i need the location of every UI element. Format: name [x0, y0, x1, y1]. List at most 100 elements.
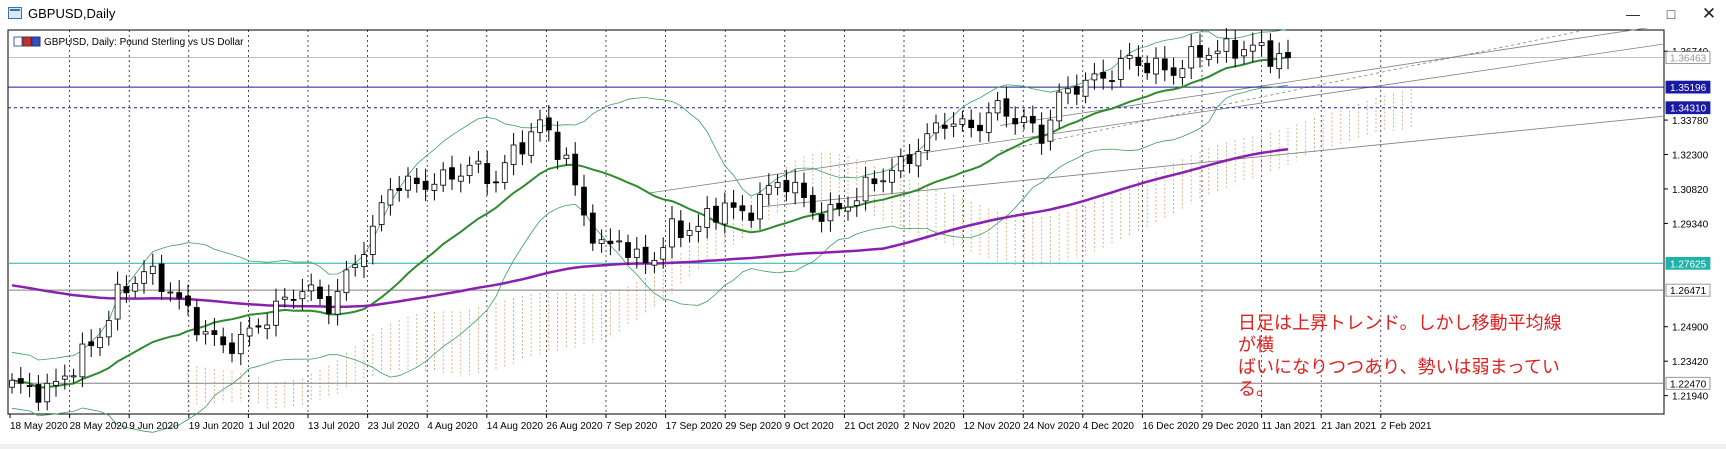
candle[interactable] — [1223, 38, 1230, 52]
price-axis[interactable]: 1.367401.337801.323001.308201.293401.249… — [1664, 47, 1711, 403]
plot-area[interactable] — [7, 29, 1665, 415]
candle[interactable] — [149, 265, 156, 274]
candle[interactable] — [537, 119, 543, 133]
candle[interactable] — [563, 154, 570, 160]
candle[interactable] — [1161, 58, 1168, 71]
candle[interactable] — [1029, 115, 1036, 124]
candle[interactable] — [1065, 88, 1071, 94]
candle[interactable] — [730, 202, 737, 208]
candle[interactable] — [1241, 49, 1247, 57]
restore-icon[interactable]: □ — [1666, 6, 1676, 22]
close-icon[interactable]: ✕ — [1701, 4, 1717, 23]
candle[interactable] — [1047, 119, 1054, 142]
candle[interactable] — [457, 175, 464, 182]
candle[interactable] — [1276, 53, 1283, 70]
candle[interactable] — [484, 163, 491, 184]
candle[interactable] — [264, 324, 271, 330]
channel-mid-line[interactable] — [999, 30, 1581, 152]
candle[interactable] — [114, 283, 121, 320]
candle[interactable] — [1249, 44, 1256, 52]
candle[interactable] — [369, 225, 376, 255]
candle[interactable] — [625, 242, 631, 258]
candle[interactable] — [1126, 54, 1133, 59]
candle[interactable] — [598, 239, 605, 244]
candle[interactable] — [229, 342, 235, 354]
price-chart[interactable]: 1.367401.337801.323001.308201.293401.249… — [0, 24, 1726, 444]
candle[interactable] — [1144, 62, 1151, 74]
candle[interactable] — [475, 160, 482, 165]
candle[interactable] — [589, 212, 596, 244]
candle[interactable] — [308, 284, 315, 292]
candle[interactable] — [765, 185, 772, 195]
candle[interactable] — [862, 176, 869, 202]
candle[interactable] — [88, 341, 95, 347]
candle[interactable] — [774, 182, 781, 188]
candle[interactable] — [396, 187, 403, 191]
candle[interactable] — [281, 296, 288, 300]
candle[interactable] — [501, 162, 508, 183]
candle[interactable] — [1038, 124, 1045, 144]
candle[interactable] — [26, 385, 33, 387]
candle[interactable] — [818, 213, 825, 222]
candle[interactable] — [739, 205, 746, 212]
candle[interactable] — [176, 292, 183, 299]
candle[interactable] — [185, 295, 191, 306]
candle[interactable] — [53, 381, 59, 386]
candle[interactable] — [642, 246, 649, 264]
candle[interactable] — [633, 248, 640, 259]
candle[interactable] — [924, 133, 931, 152]
candle[interactable] — [352, 264, 359, 269]
candle[interactable] — [994, 100, 1001, 114]
candle[interactable] — [968, 119, 975, 129]
candle[interactable] — [1100, 71, 1107, 79]
candle[interactable] — [1012, 118, 1019, 125]
candle[interactable] — [466, 164, 473, 177]
candle[interactable] — [933, 122, 939, 134]
candle[interactable] — [783, 179, 790, 193]
candle[interactable] — [757, 194, 763, 220]
candle[interactable] — [449, 167, 455, 180]
candle[interactable] — [325, 296, 332, 314]
candle[interactable] — [255, 325, 262, 328]
candle[interactable] — [572, 153, 579, 186]
candle[interactable] — [273, 300, 279, 326]
candle[interactable] — [493, 181, 499, 184]
candle[interactable] — [721, 202, 728, 225]
candle[interactable] — [545, 117, 552, 131]
candle[interactable] — [211, 330, 218, 335]
candle[interactable] — [1082, 79, 1089, 97]
candle[interactable] — [44, 382, 51, 403]
candle[interactable] — [1073, 86, 1080, 95]
candle[interactable] — [290, 298, 297, 301]
candle[interactable] — [1179, 68, 1186, 78]
candle[interactable] — [827, 204, 834, 222]
candle[interactable] — [660, 247, 667, 260]
candle[interactable] — [387, 189, 394, 206]
candle[interactable] — [202, 331, 209, 335]
candle[interactable] — [792, 181, 799, 194]
candle[interactable] — [422, 180, 429, 190]
candle[interactable] — [237, 334, 244, 355]
candle[interactable] — [123, 286, 130, 294]
minimize-icon[interactable]: — — [1626, 6, 1640, 22]
candle[interactable] — [977, 124, 983, 132]
candle[interactable] — [141, 271, 147, 284]
candle[interactable] — [378, 202, 385, 225]
candle[interactable] — [1003, 98, 1010, 117]
candle[interactable] — [334, 291, 341, 315]
candle[interactable] — [836, 202, 843, 210]
candle[interactable] — [809, 194, 816, 213]
level-tag[interactable] — [1665, 51, 1711, 65]
level-tag[interactable] — [1665, 80, 1711, 94]
time-axis[interactable]: 18 May 2020 28 May 2020 9 Jun 2020 19 Jun 2… — [9, 414, 1432, 432]
candle[interactable] — [1135, 56, 1142, 66]
candle[interactable] — [1021, 116, 1027, 123]
candle[interactable] — [1109, 80, 1115, 82]
candle[interactable] — [70, 375, 77, 378]
candle[interactable] — [801, 182, 807, 198]
candle[interactable] — [704, 208, 711, 228]
candle[interactable] — [317, 286, 323, 299]
candle[interactable] — [985, 112, 992, 133]
candle[interactable] — [61, 375, 68, 380]
candle[interactable] — [1170, 67, 1177, 76]
